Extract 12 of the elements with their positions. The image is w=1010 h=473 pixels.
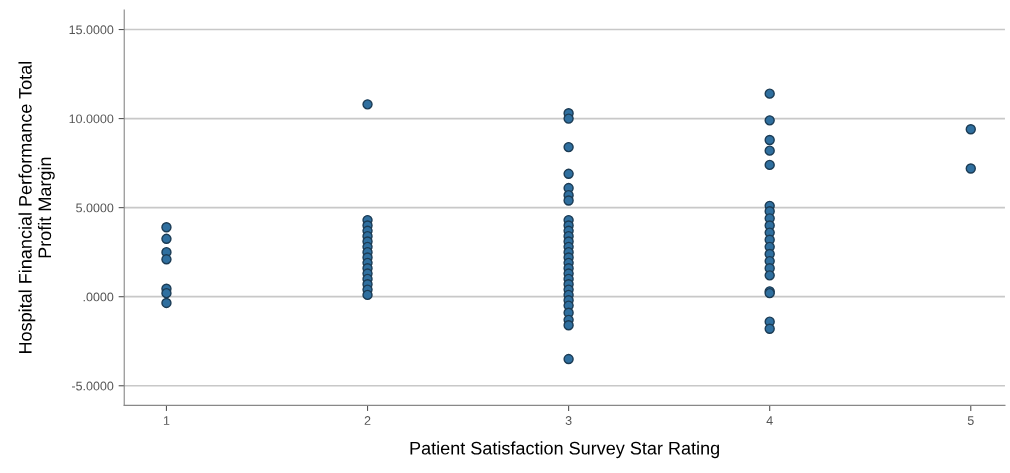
y-tick-label: 15.0000 <box>69 25 114 35</box>
y-tick-label: 5.0000 <box>76 203 114 213</box>
y-tick-label: .0000 <box>83 292 114 302</box>
x-tick-label: 4 <box>766 416 773 425</box>
y-tick-label: 10.0000 <box>69 114 114 124</box>
x-tick-label: 5 <box>967 416 974 425</box>
y-tick-label: -5.0000 <box>71 381 114 391</box>
x-tick-label: 3 <box>565 416 572 425</box>
x-axis-title: Patient Satisfaction Survey Star Rating <box>410 441 719 459</box>
y-axis-title: Hospital Financial Performance Total Profit Margin <box>18 61 55 354</box>
x-tick-label: 1 <box>163 416 170 425</box>
x-tick-label: 2 <box>364 416 371 425</box>
